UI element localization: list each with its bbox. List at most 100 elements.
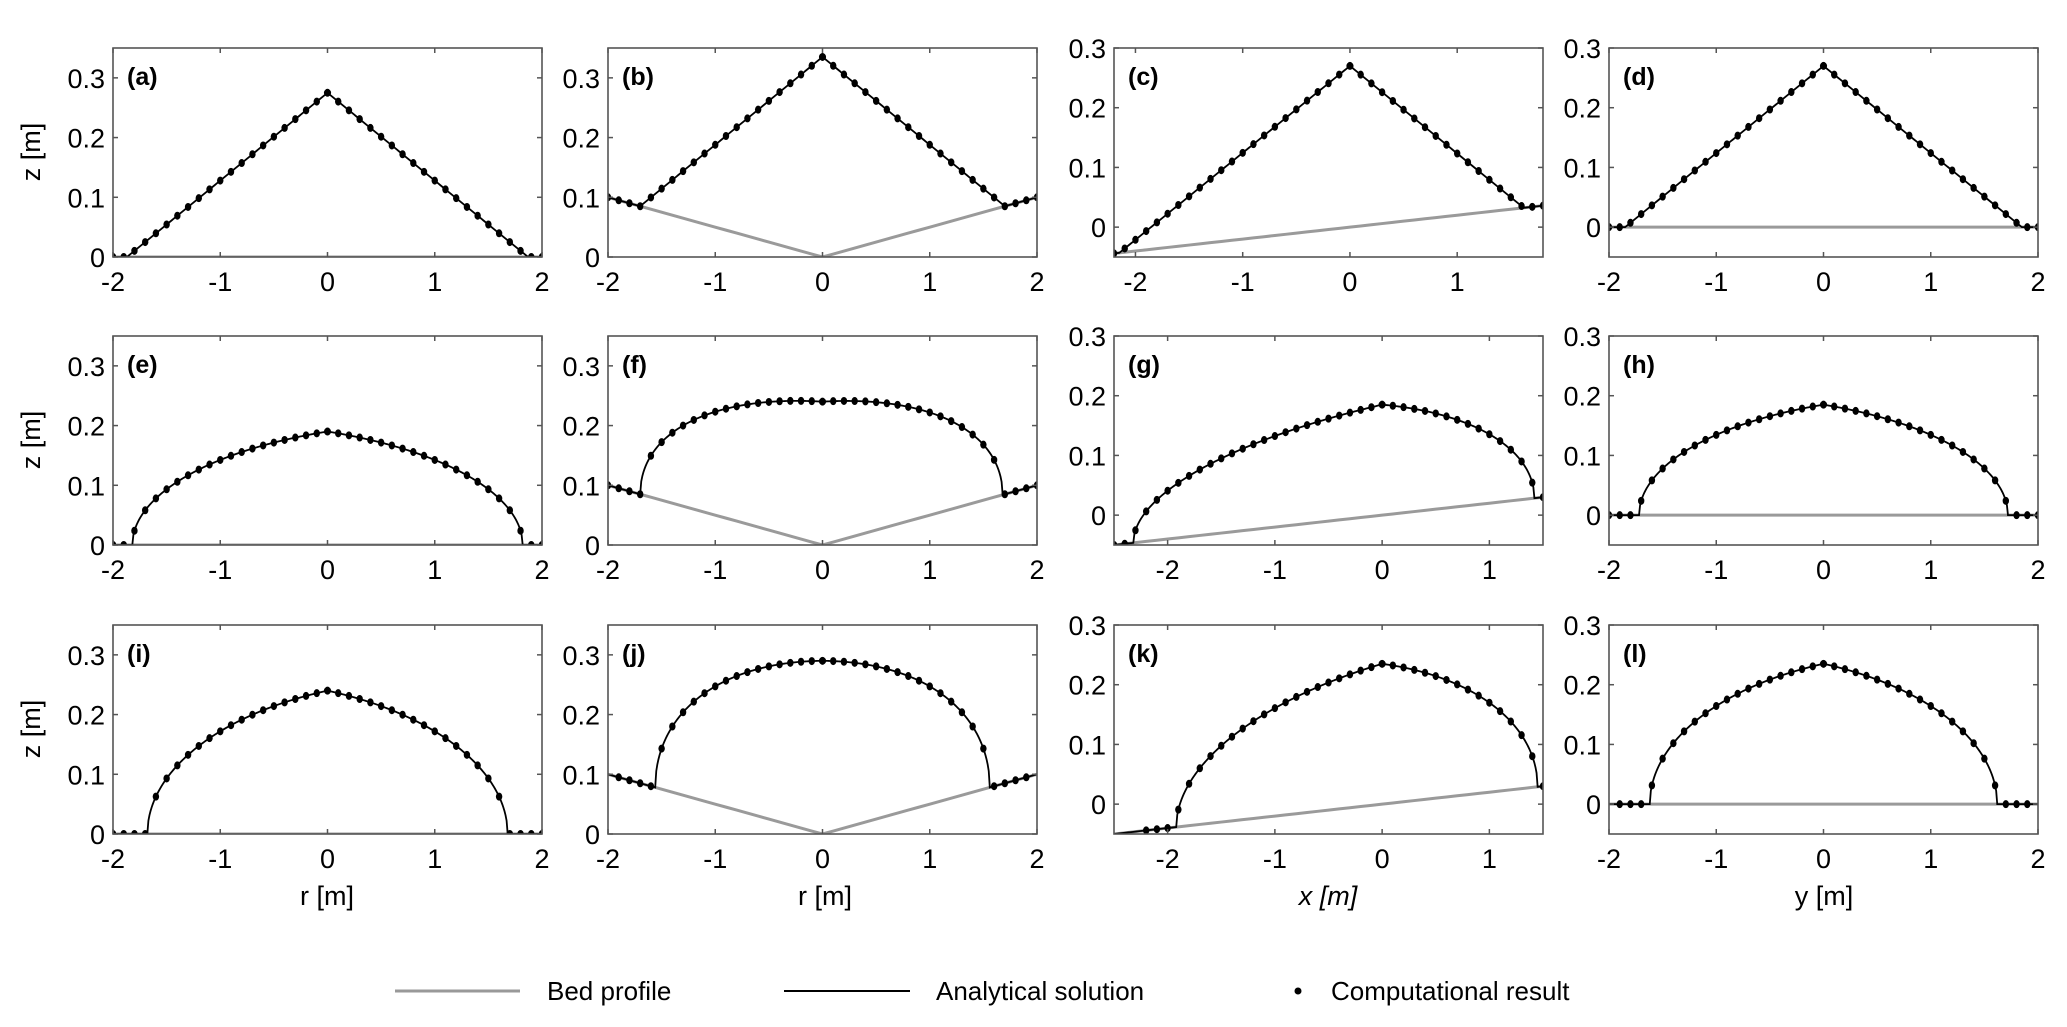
x-tick-label: 0 bbox=[1816, 267, 1831, 297]
computational-result-point bbox=[302, 691, 310, 700]
panel-label: (h) bbox=[1623, 351, 1655, 379]
computational-result-point bbox=[1723, 140, 1731, 149]
computational-result-point bbox=[712, 407, 719, 416]
computational-result-point bbox=[1346, 408, 1354, 417]
analytical-solution-line bbox=[608, 399, 1037, 496]
computational-result-point bbox=[1207, 174, 1214, 183]
computational-result-point bbox=[626, 199, 633, 208]
x-tick-label: 0 bbox=[1375, 555, 1390, 585]
computational-result-markers bbox=[1142, 659, 1543, 834]
x-tick-label: 1 bbox=[1923, 555, 1938, 585]
computational-result-point bbox=[915, 131, 923, 140]
computational-result-point bbox=[1443, 675, 1450, 684]
computational-result-markers bbox=[608, 396, 1037, 499]
computational-result-point bbox=[1852, 88, 1859, 97]
x-tick-label: -1 bbox=[208, 555, 232, 585]
computational-result-point bbox=[658, 438, 665, 447]
computational-result-point bbox=[2024, 800, 2031, 809]
x-tick-label: -2 bbox=[101, 555, 125, 585]
computational-result-point bbox=[1755, 114, 1763, 123]
computational-result-point bbox=[948, 417, 955, 426]
panel-g: -2 -1 0 1 0 0.1 0.2 0.3 (g) bbox=[1068, 322, 1544, 585]
computational-result-point bbox=[495, 792, 503, 801]
x-tick-label: 2 bbox=[2030, 555, 2045, 585]
computational-result-point bbox=[1023, 484, 1030, 493]
computational-result-point bbox=[1734, 689, 1741, 698]
computational-result-point bbox=[377, 702, 385, 711]
computational-result-point bbox=[367, 698, 374, 707]
computational-result-point bbox=[701, 689, 708, 698]
computational-result-point bbox=[1218, 454, 1225, 463]
computational-result-point bbox=[1863, 96, 1870, 105]
y-tick-label: 0 bbox=[585, 820, 600, 850]
computational-result-point bbox=[669, 722, 676, 731]
computational-result-point bbox=[818, 53, 827, 61]
y-tick-label: 0.3 bbox=[1563, 322, 1601, 352]
computational-result-point bbox=[1991, 781, 1999, 790]
computational-result-point bbox=[1938, 709, 1945, 718]
computational-result-point bbox=[2002, 210, 2010, 219]
panel-label: (i) bbox=[127, 640, 151, 668]
computational-result-point bbox=[388, 706, 396, 715]
computational-result-point bbox=[797, 396, 805, 405]
x-tick-label: 0 bbox=[1342, 267, 1357, 297]
computational-result-point bbox=[1012, 776, 1019, 785]
computational-result-point bbox=[1637, 800, 1645, 809]
computational-result-point bbox=[323, 687, 332, 695]
computational-result-point bbox=[1378, 401, 1386, 409]
computational-result-point bbox=[184, 750, 192, 759]
y-tick-label: 0.1 bbox=[562, 471, 600, 501]
computational-result-point bbox=[787, 658, 794, 667]
computational-result-point bbox=[894, 668, 901, 677]
computational-result-point bbox=[883, 105, 891, 114]
computational-result-point bbox=[302, 431, 310, 440]
x-tick-label: 0 bbox=[320, 844, 335, 874]
y-tick-label: 0 bbox=[1586, 213, 1601, 243]
computational-result-point bbox=[1218, 166, 1225, 175]
computational-result-point bbox=[905, 402, 912, 411]
computational-result-point bbox=[463, 471, 471, 480]
computational-result-point bbox=[367, 123, 374, 132]
computational-result-point bbox=[1927, 430, 1934, 439]
computational-result-point bbox=[399, 710, 406, 719]
computational-result-point bbox=[174, 211, 181, 220]
bed-profile-line bbox=[1114, 495, 1543, 545]
computational-result-point bbox=[506, 830, 514, 834]
y-tick-label: 0.3 bbox=[67, 64, 105, 94]
computational-result-point bbox=[1389, 661, 1397, 670]
computational-result-point bbox=[1185, 471, 1193, 480]
computational-result-point bbox=[926, 140, 933, 149]
computational-result-point bbox=[367, 435, 374, 444]
computational-result-point bbox=[744, 400, 751, 409]
computational-result-point bbox=[238, 715, 245, 724]
computational-result-point bbox=[980, 744, 987, 753]
x-axis-label-col-3: x [m] bbox=[1297, 881, 1359, 911]
computational-result-point bbox=[206, 185, 213, 194]
x-tick-label: 0 bbox=[815, 844, 830, 874]
computational-result-point bbox=[323, 89, 332, 97]
computational-result-point bbox=[1164, 824, 1171, 833]
computational-result-point bbox=[1627, 218, 1634, 227]
computational-result-point bbox=[1809, 662, 1816, 671]
computational-result-point bbox=[517, 246, 524, 255]
computational-result-point bbox=[217, 176, 224, 185]
computational-result-point bbox=[1153, 825, 1161, 834]
computational-result-point bbox=[120, 541, 127, 545]
computational-result-markers bbox=[113, 686, 542, 834]
computational-result-point bbox=[1873, 412, 1881, 421]
computational-result-point bbox=[1496, 437, 1504, 446]
computational-result-point bbox=[722, 676, 730, 685]
panel-label: (l) bbox=[1623, 640, 1647, 668]
legend-computational-label: Computational result bbox=[1331, 976, 1570, 1006]
computational-result-point bbox=[1659, 192, 1666, 201]
computational-result-point bbox=[690, 158, 697, 167]
computational-result-point bbox=[152, 229, 160, 238]
y-tick-label: 0.2 bbox=[562, 701, 600, 731]
computational-result-point bbox=[1970, 183, 1977, 192]
computational-result-point bbox=[937, 412, 944, 421]
computational-result-point bbox=[1023, 773, 1030, 782]
computational-result-point bbox=[1421, 668, 1429, 677]
y-tick-label: 0.3 bbox=[1563, 611, 1601, 641]
computational-result-point bbox=[905, 123, 912, 132]
analytical-solution-line bbox=[1609, 662, 2038, 806]
